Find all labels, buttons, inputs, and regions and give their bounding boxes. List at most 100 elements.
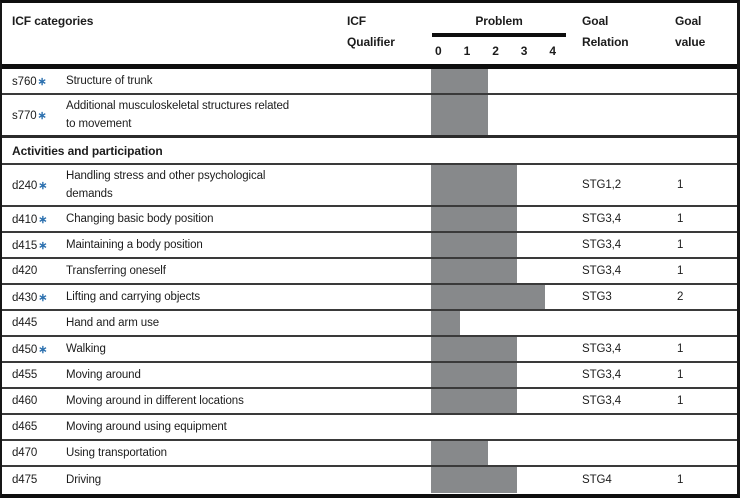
goal-value: 2 [677,291,684,303]
category-label: Hand and arm use [66,317,160,329]
table-row: s770∗ Additional musculoskeletal structu… [2,95,737,138]
header-problem-block: Problem 0 1 2 3 4 [432,3,575,64]
icf-code: d455 [12,369,66,381]
table-row: d460 Moving around in different location… [2,389,737,415]
category-label: Lifting and carrying objects [66,291,200,303]
goal-relation-value: STG3,4 [582,265,622,277]
problem-level-bar [431,389,517,413]
header-goal-relation: Goal Relation [582,3,675,64]
scale-tick-2: 2 [492,44,499,58]
icf-code: d420 [12,265,66,277]
icf-code: d430∗ [12,291,66,304]
icf-code-text: s770 [12,109,37,122]
icf-code-text: d450 [12,343,38,356]
table-row: d450∗ Walking STG3,4 1 [2,337,737,363]
icf-code: d445 [12,317,66,329]
header-goal-value-line1: Goal [675,14,702,28]
icf-code-text: d410 [12,213,38,226]
table-row: d420 Transferring oneself STG3,4 1 [2,259,737,285]
scale-tick-4: 4 [549,44,556,58]
asterisk-icon: ∗ [37,109,47,122]
icf-code: s770∗ [12,109,66,122]
goal-relation-value: STG3 [582,291,612,303]
asterisk-icon: ∗ [38,213,48,226]
icf-code-text: d420 [12,265,38,277]
goal-relation-value: STG3,4 [582,239,622,251]
category-label: Walking [66,343,106,355]
problem-level-bar [431,233,517,257]
category-label: Driving [66,474,102,486]
category-label: Moving around in different locations [66,395,244,407]
problem-level-bar [431,363,517,387]
icf-code: d465 [12,421,66,433]
goal-relation-value: STG3,4 [582,369,622,381]
icf-code-text: d465 [12,421,38,433]
icf-code-text: d415 [12,239,38,252]
icf-code: d460 [12,395,66,407]
icf-code: d240∗ [12,179,66,192]
icf-code: s760∗ [12,75,66,88]
icf-code-text: d455 [12,369,38,381]
asterisk-icon: ∗ [38,239,48,252]
icf-code-text: d240 [12,179,38,192]
category-label: Changing basic body position [66,213,214,225]
icf-code: d470 [12,447,66,459]
goal-value: 1 [677,343,684,355]
category-label: Maintaining a body position [66,239,203,251]
header-problem-title: Problem [475,14,523,28]
icf-code-text: d445 [12,317,38,329]
icf-code: d415∗ [12,239,66,252]
table-row: d475 Driving STG4 1 [2,467,737,493]
category-label: Using transportation [66,447,167,459]
table-row: d445 Hand and arm use [2,311,737,337]
icf-code: d475 [12,474,66,486]
category-label: Transferring oneself [66,265,166,277]
section-row: Activities and participation [2,138,737,165]
goal-relation-value: STG1,2 [582,179,622,191]
icf-code: d450∗ [12,343,66,356]
goal-relation-value: STG3,4 [582,343,622,355]
icf-code-text: d470 [12,447,38,459]
problem-level-bar [431,69,488,93]
goal-value: 1 [677,213,684,225]
icf-code-text: d430 [12,291,38,304]
table-row: d415∗ Maintaining a body position STG3,4… [2,233,737,259]
category-label: Handling stress and other psychological … [66,170,266,200]
header-icf-qualifier: ICF Qualifier [347,3,432,64]
header-goal-value: Goal value [675,3,737,64]
icf-code-text: d460 [12,395,38,407]
scale-tick-0: 0 [435,44,442,58]
asterisk-icon: ∗ [37,75,47,88]
problem-level-bar [431,337,517,361]
goal-value: 1 [677,474,684,486]
goal-relation-value: STG4 [582,474,612,486]
table-row: d455 Moving around STG3,4 1 [2,363,737,389]
table-row: d470 Using transportation [2,441,737,467]
problem-level-bar [431,207,517,231]
goal-value: 1 [677,369,684,381]
category-label: Structure of trunk [66,75,153,87]
problem-level-bar [431,285,545,309]
problem-level-bar [431,95,488,135]
asterisk-icon: ∗ [38,343,48,356]
goal-value: 1 [677,265,684,277]
asterisk-icon: ∗ [38,291,48,304]
table-row: d465 Moving around using equipment [2,415,737,441]
scale-tick-1: 1 [463,44,471,58]
table-row: d430∗ Lifting and carrying objects STG3 … [2,285,737,311]
scale-tick-3: 3 [520,44,528,58]
problem-level-bar [431,165,517,205]
goal-relation-value: STG3,4 [582,395,622,407]
problem-level-bar [431,259,517,283]
header-goal-value-line2: value [675,35,706,49]
problem-scale-rule [432,33,566,37]
header-icf-qualifier-line2: Qualifier [347,35,395,49]
goal-relation-value: STG3,4 [582,213,622,225]
goal-value: 1 [677,395,684,407]
category-label: Moving around using equipment [66,421,227,433]
header-goal-relation-line2: Relation [582,35,629,49]
problem-level-bar [431,311,460,335]
header-icf-categories: ICF categories [12,14,94,28]
section-header: Activities and participation [12,143,163,158]
icf-code: d410∗ [12,213,66,226]
